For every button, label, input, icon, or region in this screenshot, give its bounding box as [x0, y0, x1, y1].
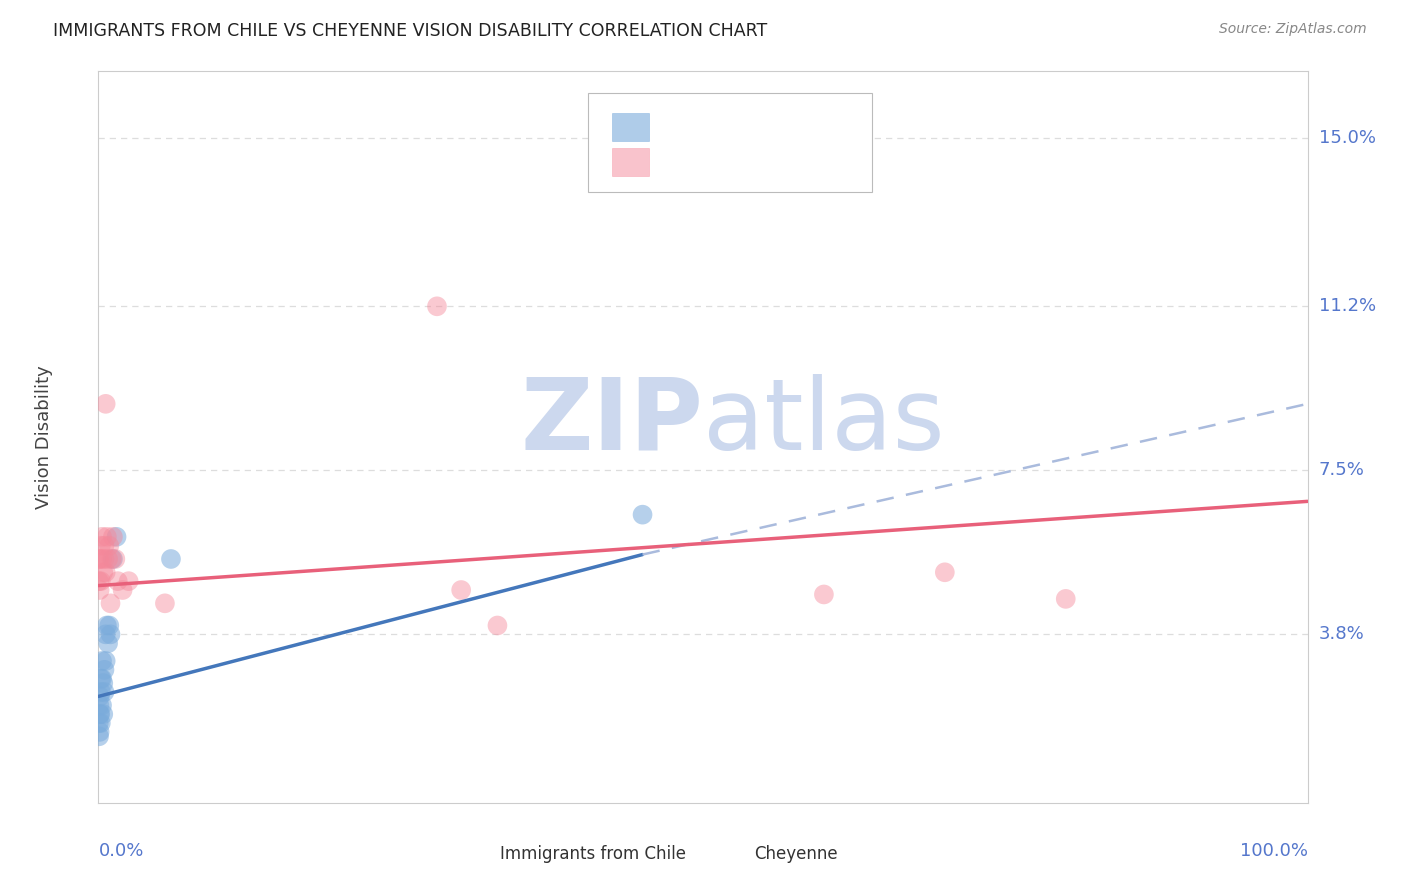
Point — [100, 596, 122, 610]
Point — [97, 636, 120, 650]
Point — [813, 587, 835, 601]
Point — [91, 654, 114, 668]
Point — [97, 552, 120, 566]
Point — [111, 582, 134, 597]
Point — [89, 724, 111, 739]
FancyBboxPatch shape — [613, 113, 648, 141]
Text: 3.8%: 3.8% — [1319, 625, 1364, 643]
Point — [93, 685, 115, 699]
Point — [91, 672, 114, 686]
Point — [104, 552, 127, 566]
FancyBboxPatch shape — [613, 148, 648, 176]
Point — [87, 716, 110, 731]
Point — [89, 707, 111, 722]
Point — [160, 552, 183, 566]
Point — [96, 618, 118, 632]
Point — [89, 690, 111, 704]
Point — [426, 299, 449, 313]
Point — [98, 539, 121, 553]
Point — [1054, 591, 1077, 606]
Point — [94, 654, 117, 668]
Point — [91, 530, 114, 544]
Point — [934, 566, 956, 580]
Text: 11.2%: 11.2% — [1319, 297, 1376, 315]
Point — [94, 397, 117, 411]
Point — [107, 574, 129, 589]
Point — [98, 618, 121, 632]
Point — [101, 552, 124, 566]
FancyBboxPatch shape — [588, 94, 872, 192]
Point — [90, 685, 112, 699]
Point — [486, 618, 509, 632]
Point — [90, 716, 112, 731]
Point — [90, 672, 112, 686]
Point — [87, 552, 110, 566]
Point — [91, 698, 114, 713]
Point — [93, 539, 115, 553]
Point — [118, 574, 141, 589]
Text: ZIP: ZIP — [520, 374, 703, 471]
Text: IMMIGRANTS FROM CHILE VS CHEYENNE VISION DISABILITY CORRELATION CHART: IMMIGRANTS FROM CHILE VS CHEYENNE VISION… — [53, 22, 768, 40]
Point — [94, 566, 117, 580]
Text: 7.5%: 7.5% — [1319, 461, 1365, 479]
Text: N = 27: N = 27 — [776, 118, 844, 136]
Point — [87, 729, 110, 743]
Text: 15.0%: 15.0% — [1319, 128, 1375, 147]
Point — [631, 508, 654, 522]
Point — [90, 574, 112, 589]
Point — [91, 707, 114, 722]
Point — [91, 552, 114, 566]
Point — [94, 627, 117, 641]
Text: atlas: atlas — [703, 374, 945, 471]
Point — [105, 530, 128, 544]
Point — [100, 627, 122, 641]
Point — [93, 552, 115, 566]
Text: Vision Disability: Vision Disability — [35, 365, 53, 509]
Text: 0.0%: 0.0% — [98, 842, 143, 860]
Point — [91, 566, 114, 580]
Text: Immigrants from Chile: Immigrants from Chile — [501, 845, 686, 863]
Point — [153, 596, 176, 610]
Point — [89, 707, 111, 722]
Text: R = 0.380: R = 0.380 — [661, 118, 751, 136]
Text: Cheyenne: Cheyenne — [754, 845, 838, 863]
Point — [100, 552, 122, 566]
Point — [101, 530, 124, 544]
Point — [96, 530, 118, 544]
FancyBboxPatch shape — [709, 842, 748, 866]
FancyBboxPatch shape — [456, 842, 494, 866]
Text: 100.0%: 100.0% — [1240, 842, 1308, 860]
Point — [89, 582, 111, 597]
Point — [91, 676, 114, 690]
Point — [93, 663, 115, 677]
Point — [90, 539, 112, 553]
Text: Source: ZipAtlas.com: Source: ZipAtlas.com — [1219, 22, 1367, 37]
Point — [450, 582, 472, 597]
Point — [87, 574, 110, 589]
Text: N = 30: N = 30 — [776, 153, 844, 171]
Text: R = 0.202: R = 0.202 — [661, 153, 751, 171]
Point — [89, 552, 111, 566]
Point — [89, 698, 111, 713]
